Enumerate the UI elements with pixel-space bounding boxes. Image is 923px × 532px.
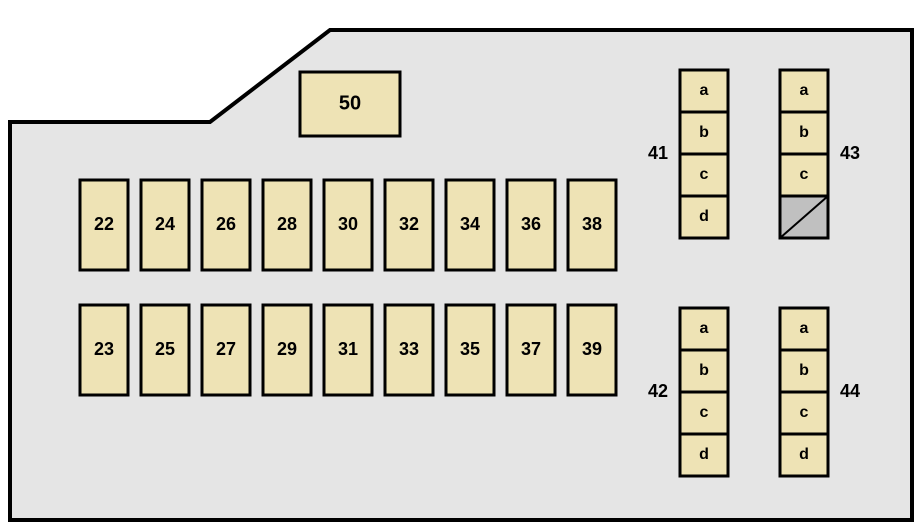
relay-42-d-label: d: [699, 446, 709, 463]
relay-43-a-label: a: [800, 82, 809, 99]
fuse-38-label: 38: [582, 214, 602, 234]
fuse-50-label: 50: [339, 92, 361, 114]
fuse-32-label: 32: [399, 214, 419, 234]
relay-42-c-label: c: [700, 404, 709, 421]
relay-41-b-label: b: [699, 124, 709, 141]
relay-42-a-label: a: [700, 320, 709, 337]
relay-44-b-label: b: [799, 362, 809, 379]
fuse-35-label: 35: [460, 339, 480, 359]
panel-outline: [10, 30, 912, 520]
fuse-33: 33: [385, 305, 433, 395]
fuse-22-label: 22: [94, 214, 114, 234]
fuse-26: 26: [202, 180, 250, 270]
fuse-36: 36: [507, 180, 555, 270]
fuse-26-label: 26: [216, 214, 236, 234]
relay-41-a-label: a: [700, 82, 709, 99]
relay-42-b-label: b: [699, 362, 709, 379]
fuse-38: 38: [568, 180, 616, 270]
fuse-31: 31: [324, 305, 372, 395]
fuse-39-label: 39: [582, 339, 602, 359]
fuse-33-label: 33: [399, 339, 419, 359]
relay-41-d-label: d: [699, 208, 709, 225]
fuse-29-label: 29: [277, 339, 297, 359]
fuse-37-label: 37: [521, 339, 541, 359]
fuse-28: 28: [263, 180, 311, 270]
fuse-50: 50: [300, 72, 400, 136]
fuse-39: 39: [568, 305, 616, 395]
relay-44-d-label: d: [799, 446, 809, 463]
fuse-28-label: 28: [277, 214, 297, 234]
relay-41-c-label: c: [700, 166, 709, 183]
relay-43-c-label: c: [800, 166, 809, 183]
fuse-31-label: 31: [338, 339, 358, 359]
fuse-23-label: 23: [94, 339, 114, 359]
fuse-35: 35: [446, 305, 494, 395]
relay-group-42-label: 42: [648, 381, 668, 401]
relay-43-b-label: b: [799, 124, 809, 141]
fuse-box-diagram: 50 22 24 26 28 30 32 34 36 38 23 25 27 29 31 33 35 37 39 a b…: [0, 0, 923, 532]
fuse-37: 37: [507, 305, 555, 395]
fuse-29: 29: [263, 305, 311, 395]
fuse-24-label: 24: [155, 214, 175, 234]
fuse-23: 23: [80, 305, 128, 395]
relay-44-a-label: a: [800, 320, 809, 337]
fuse-24: 24: [141, 180, 189, 270]
relay-group-44-label: 44: [840, 381, 860, 401]
fuse-27: 27: [202, 305, 250, 395]
fuse-30: 30: [324, 180, 372, 270]
relay-44-c-label: c: [800, 404, 809, 421]
relay-group-43-label: 43: [840, 143, 860, 163]
fuse-32: 32: [385, 180, 433, 270]
fuse-36-label: 36: [521, 214, 541, 234]
fuse-22: 22: [80, 180, 128, 270]
fuse-34-label: 34: [460, 214, 480, 234]
fuse-34: 34: [446, 180, 494, 270]
fuse-30-label: 30: [338, 214, 358, 234]
relay-group-41-label: 41: [648, 143, 668, 163]
fuse-27-label: 27: [216, 339, 236, 359]
fuse-25: 25: [141, 305, 189, 395]
fuse-25-label: 25: [155, 339, 175, 359]
